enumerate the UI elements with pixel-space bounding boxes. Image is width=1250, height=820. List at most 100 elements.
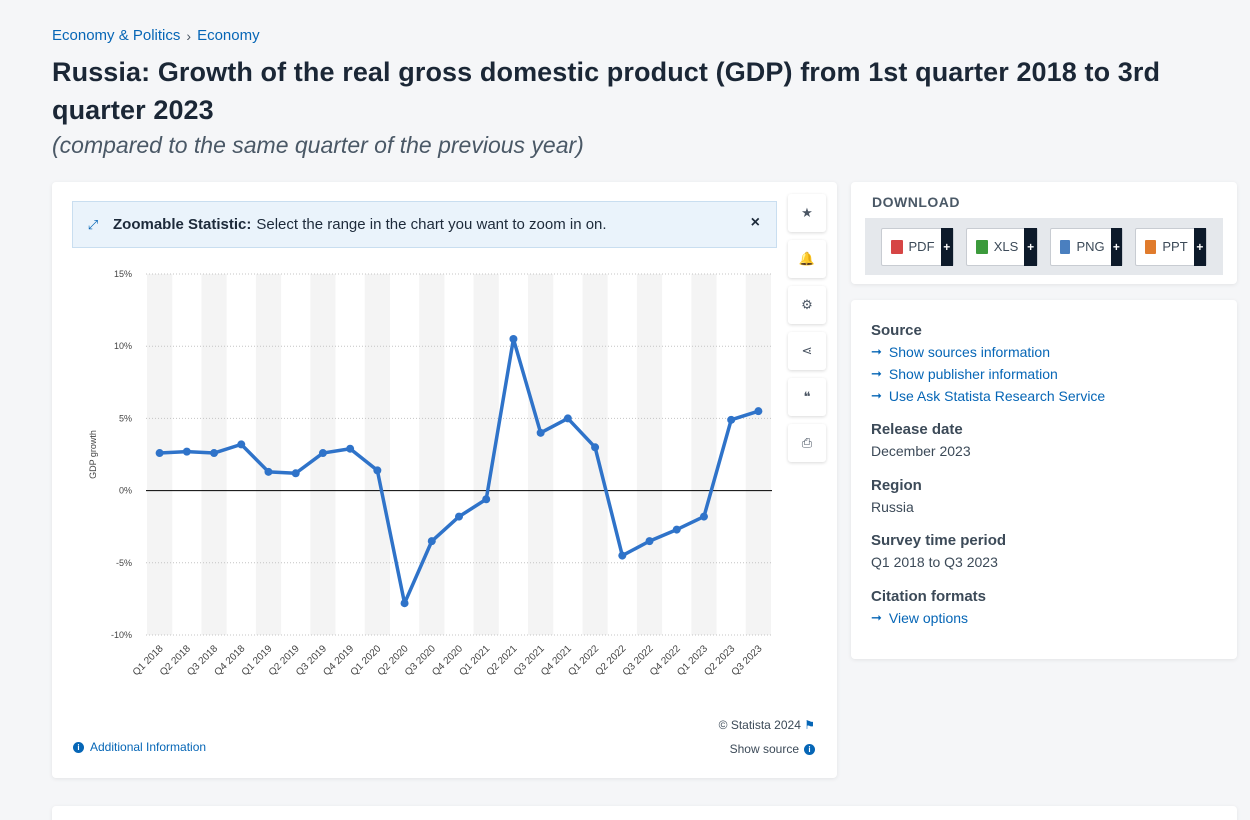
info-icon: i [804, 743, 815, 755]
data-point [536, 428, 545, 437]
page-subtitle: (compared to the same quarter of the pre… [52, 132, 584, 158]
arrow-right-icon: ➞ [871, 610, 882, 625]
series-line [159, 337, 759, 605]
data-point [182, 447, 191, 456]
plus-icon: + [1110, 227, 1122, 266]
show-source-link[interactable]: Show source i [730, 742, 815, 756]
x-tick-label: Q3 2023 [730, 643, 765, 678]
chart-card: ⤢ Zoomable Statistic: Select the range i… [52, 182, 837, 778]
data-point [754, 407, 763, 416]
download-xls-label: XLS [993, 239, 1019, 254]
y-axis-label: GDP growth [88, 430, 98, 479]
y-tick-label: -5% [116, 558, 132, 568]
region-value: Russia [871, 499, 914, 515]
data-point [346, 444, 355, 453]
data-point [509, 334, 518, 343]
plus-icon: + [1024, 227, 1037, 266]
show-sources-text: Show sources information [888, 344, 1050, 360]
download-pdf-button[interactable]: PDF + [881, 227, 954, 266]
data-point [563, 414, 572, 423]
y-tick-label: -10% [111, 630, 132, 640]
page-title: Russia: Growth of the real gross domesti… [52, 57, 1161, 125]
zoom-notice-text: Select the range in the chart you want t… [256, 216, 607, 233]
region-section: Region Russia [871, 477, 922, 518]
favorite-star-icon[interactable]: ★ [788, 194, 826, 232]
show-publisher-link[interactable]: ➞ Show publisher information [871, 363, 1105, 385]
citation-section: Citation formats ➞ View options [871, 588, 986, 629]
download-ppt-button[interactable]: PPT + [1135, 227, 1207, 266]
download-ppt-label: PPT [1162, 239, 1188, 254]
data-point [455, 512, 463, 521]
statista-credit[interactable]: © Statista 2024 ⚑ [719, 718, 815, 732]
data-point [645, 537, 654, 546]
ppt-file-icon [1145, 239, 1157, 254]
source-heading: Source [871, 322, 922, 339]
data-point [155, 449, 164, 458]
period-heading: Survey time period [871, 532, 1007, 549]
download-xls-button[interactable]: XLS + [966, 227, 1038, 266]
view-options-link[interactable]: ➞ View options [871, 607, 986, 629]
data-point [373, 466, 382, 475]
plus-icon: + [940, 227, 953, 266]
next-section-card [52, 806, 1237, 820]
arrow-right-icon: ➞ [871, 344, 882, 359]
column-band [419, 274, 445, 635]
print-icon[interactable]: ⎙ [788, 424, 826, 462]
show-sources-link[interactable]: ➞ Show sources information [871, 341, 1105, 363]
view-options-text: View options [888, 610, 969, 626]
breadcrumb-separator: › [186, 27, 192, 44]
show-publisher-text: Show publisher information [888, 366, 1058, 382]
data-point [672, 525, 681, 534]
data-point [591, 443, 600, 452]
credit-text: © Statista 2024 [718, 718, 801, 732]
share-icon[interactable]: ⋖ [788, 332, 826, 370]
column-band [745, 274, 771, 635]
data-point [427, 537, 436, 546]
data-point [318, 449, 327, 458]
xls-file-icon [976, 239, 988, 254]
settings-gear-icon[interactable]: ⚙ [788, 286, 826, 324]
region-heading: Region [871, 477, 922, 494]
data-point [727, 415, 736, 424]
breadcrumb-economy[interactable]: Economy [197, 27, 260, 44]
additional-information-link[interactable]: i Additional Information [73, 740, 206, 754]
download-png-label: PNG [1076, 239, 1105, 254]
show-source-text: Show source [729, 742, 799, 756]
data-point [699, 512, 708, 521]
download-card: DOWNLOAD PDF + XLS + PNG + PPT + [851, 182, 1237, 284]
y-tick-label: 5% [119, 413, 132, 423]
period-section: Survey time period Q1 2018 to Q3 2023 [871, 532, 1006, 573]
column-band [255, 274, 282, 635]
period-value: Q1 2018 to Q3 2023 [871, 554, 998, 570]
data-point [264, 467, 273, 476]
download-title: DOWNLOAD [872, 194, 960, 210]
release-heading: Release date [871, 421, 963, 438]
column-band [582, 274, 608, 635]
breadcrumb: Economy & Politics › Economy [52, 27, 260, 44]
ask-statista-text: Use Ask Statista Research Service [888, 388, 1106, 404]
info-icon: i [73, 741, 84, 753]
breadcrumb-economy-politics[interactable]: Economy & Politics [52, 27, 181, 44]
additional-information-text: Additional Information [90, 740, 207, 754]
download-png-button[interactable]: PNG + [1050, 227, 1123, 266]
release-value: December 2023 [871, 443, 971, 459]
citation-quote-icon[interactable]: ❝ [788, 378, 826, 416]
citation-heading: Citation formats [871, 588, 987, 605]
download-buttons: PDF + XLS + PNG + PPT + [865, 218, 1223, 275]
y-tick-label: 0% [119, 486, 132, 496]
arrow-right-icon: ➞ [871, 366, 882, 381]
data-point [237, 440, 246, 449]
notification-bell-icon[interactable]: 🔔 [788, 240, 826, 278]
column-band [528, 274, 554, 635]
release-section: Release date December 2023 [871, 421, 971, 462]
download-pdf-label: PDF [908, 239, 935, 254]
ask-statista-link[interactable]: ➞ Use Ask Statista Research Service [871, 385, 1105, 407]
data-point [400, 599, 409, 608]
source-section: Source ➞ Show sources information ➞ Show p… [871, 322, 1105, 407]
zoom-notice-close-icon[interactable]: × [750, 214, 760, 231]
flag-icon: ⚑ [804, 718, 815, 732]
zoom-notice-label: Zoomable Statistic: [113, 216, 252, 233]
pdf-file-icon [891, 239, 903, 254]
